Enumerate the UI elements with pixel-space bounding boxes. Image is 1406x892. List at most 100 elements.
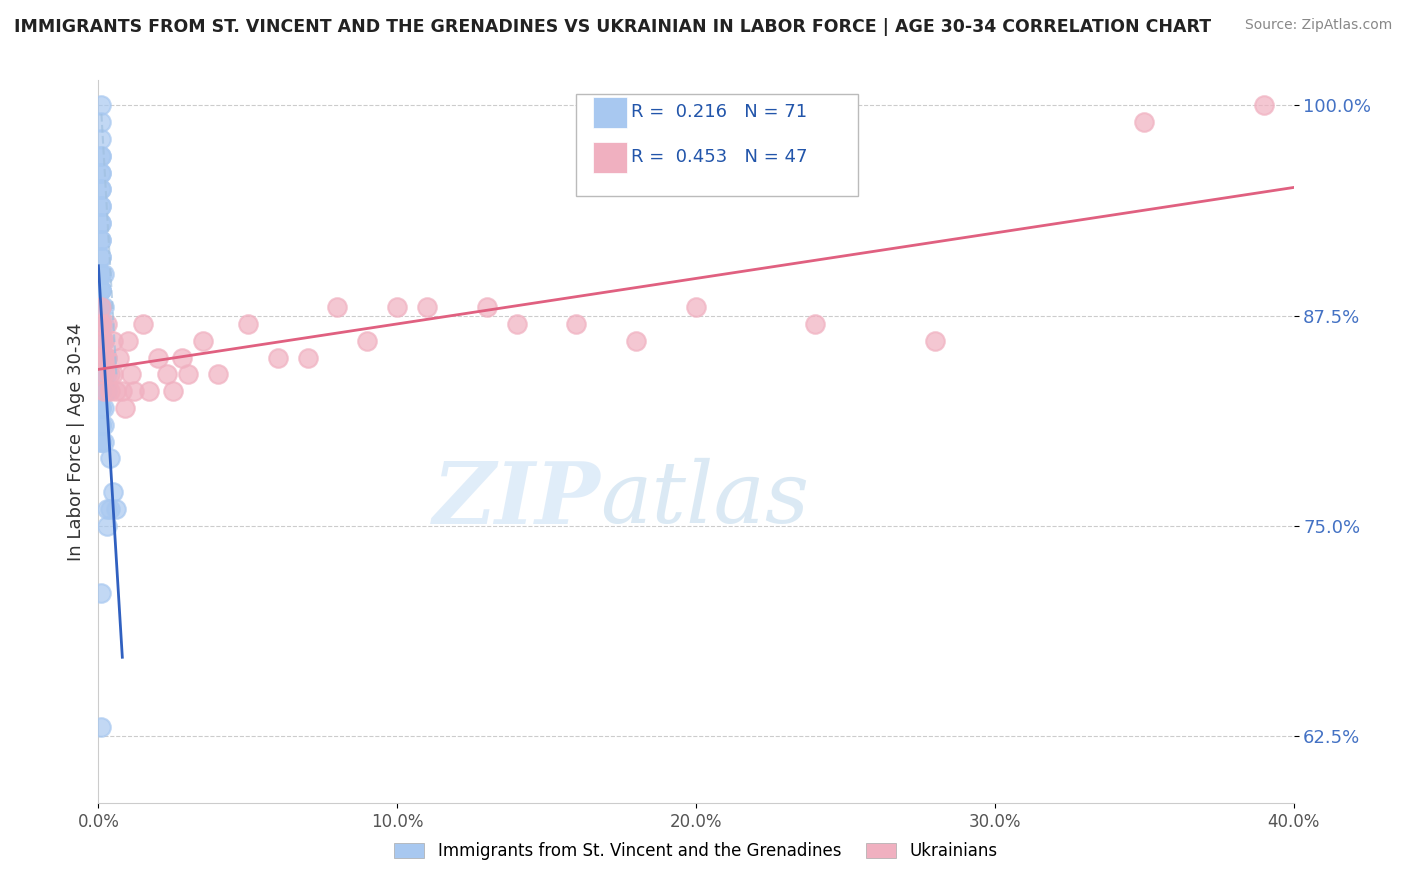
Point [685, 300, 707, 314]
Point [103, 368, 125, 382]
Point [105, 384, 128, 398]
Text: R =  0.216   N = 71: R = 0.216 N = 71 [631, 103, 807, 121]
Point [385, 300, 409, 314]
Point [326, 300, 349, 314]
Point [90, 384, 112, 398]
Point [90, 300, 112, 314]
Point [114, 401, 136, 415]
Point [90, 199, 112, 213]
Point [1133, 115, 1156, 129]
Point [191, 334, 214, 348]
Point [98, 368, 122, 382]
Point [90, 182, 112, 196]
Point [90, 300, 112, 314]
Point [90, 199, 112, 213]
Point [93, 417, 115, 432]
Point [90, 334, 112, 348]
Point [90, 334, 112, 348]
Point [93, 384, 115, 398]
Point [105, 501, 128, 516]
Point [96, 518, 118, 533]
Point [90, 250, 112, 264]
Point [90, 216, 112, 230]
Point [416, 300, 439, 314]
Point [108, 351, 131, 365]
Point [96, 384, 118, 398]
Point [356, 334, 378, 348]
Point [804, 317, 827, 331]
Point [90, 401, 112, 415]
Point [90, 368, 112, 382]
Point [90, 417, 112, 432]
Point [626, 334, 648, 348]
Point [93, 334, 115, 348]
Point [475, 300, 498, 314]
Point [236, 317, 259, 331]
Point [132, 317, 155, 331]
Point [565, 317, 588, 331]
Point [90, 115, 112, 129]
Point [111, 384, 134, 398]
Point [124, 384, 146, 398]
Point [90, 434, 112, 449]
Point [90, 434, 112, 449]
Legend: Immigrants from St. Vincent and the Grenadines, Ukrainians: Immigrants from St. Vincent and the Gren… [388, 836, 1004, 867]
Point [90, 384, 112, 398]
Point [90, 317, 112, 331]
Point [98, 451, 122, 466]
Point [90, 334, 112, 348]
Point [90, 368, 112, 382]
Point [90, 334, 112, 348]
Text: R =  0.453   N = 47: R = 0.453 N = 47 [631, 148, 808, 166]
Point [924, 334, 946, 348]
Point [90, 283, 112, 297]
Y-axis label: In Labor Force | Age 30-34: In Labor Force | Age 30-34 [66, 322, 84, 561]
Point [90, 417, 112, 432]
Point [90, 300, 112, 314]
Text: IMMIGRANTS FROM ST. VINCENT AND THE GRENADINES VS UKRAINIAN IN LABOR FORCE | AGE: IMMIGRANTS FROM ST. VINCENT AND THE GREN… [14, 18, 1211, 36]
Point [103, 334, 125, 348]
Point [148, 351, 170, 365]
Point [297, 351, 319, 365]
Point [90, 351, 112, 365]
Point [96, 351, 118, 365]
Point [98, 501, 122, 516]
Point [98, 384, 122, 398]
Text: ZIP: ZIP [433, 458, 600, 541]
Point [90, 317, 112, 331]
Text: Source: ZipAtlas.com: Source: ZipAtlas.com [1244, 18, 1392, 32]
Point [90, 586, 112, 600]
Point [93, 334, 115, 348]
Point [207, 368, 229, 382]
Point [90, 368, 112, 382]
Point [90, 351, 112, 365]
Point [90, 166, 112, 180]
Point [90, 267, 112, 281]
Point [90, 317, 112, 331]
Point [162, 384, 184, 398]
Point [90, 317, 112, 331]
Point [93, 317, 115, 331]
Point [90, 401, 112, 415]
Point [506, 317, 529, 331]
Point [96, 317, 118, 331]
Point [90, 267, 112, 281]
Point [90, 368, 112, 382]
Point [93, 401, 115, 415]
Point [90, 283, 112, 297]
Text: atlas: atlas [600, 458, 810, 541]
Point [90, 334, 112, 348]
Point [90, 384, 112, 398]
Point [90, 166, 112, 180]
Point [93, 434, 115, 449]
Point [90, 132, 112, 146]
Point [117, 334, 139, 348]
Point [96, 368, 118, 382]
Point [96, 351, 118, 365]
Point [90, 351, 112, 365]
Point [90, 317, 112, 331]
Point [177, 368, 200, 382]
Point [156, 368, 179, 382]
Point [90, 233, 112, 247]
Point [90, 250, 112, 264]
